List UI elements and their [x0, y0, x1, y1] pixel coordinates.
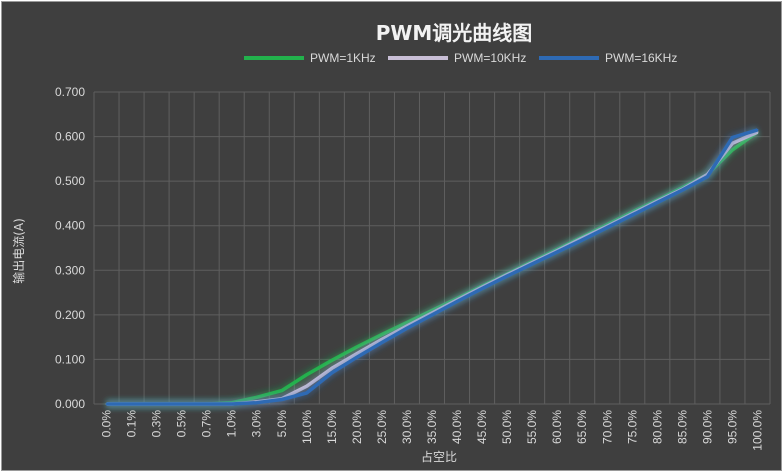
data-point — [405, 327, 408, 330]
x-tick-label: 45.0% — [475, 410, 489, 444]
data-point — [155, 403, 158, 405]
data-point — [130, 403, 133, 405]
y-tick-label: 0.300 — [55, 263, 85, 277]
data-point — [481, 287, 484, 290]
data-point — [255, 401, 258, 404]
x-axis-label: 占空比 — [421, 449, 457, 464]
y-tick-label: 0.000 — [55, 397, 85, 411]
y-axis-ticks: 0.000 0.100 0.200 0.300 0.400 0.500 0.600 0.700 — [55, 85, 85, 411]
legend-label: PWM=16KHz — [605, 51, 677, 65]
y-axis-label: 输出电流(A) — [11, 218, 26, 284]
data-point — [280, 389, 283, 392]
data-point — [731, 136, 734, 139]
x-tick-label: 0.3% — [150, 410, 164, 438]
x-tick-label: 75.0% — [625, 410, 639, 444]
data-point — [305, 391, 308, 394]
y-tick-label: 0.200 — [55, 308, 85, 322]
y-tick-label: 0.700 — [55, 85, 85, 99]
x-tick-label: 1.0% — [225, 410, 239, 438]
data-point — [205, 403, 208, 405]
x-tick-label: 10.0% — [300, 410, 314, 444]
series-glow — [106, 128, 760, 408]
x-tick-label: 90.0% — [700, 410, 714, 444]
data-point — [431, 313, 433, 316]
data-point — [581, 238, 584, 241]
y-tick-label: 0.100 — [55, 352, 85, 366]
x-tick-label: 55.0% — [525, 410, 539, 444]
legend: PWM=1KHz PWM=10KHz PWM=16KHz — [244, 51, 677, 65]
y-tick-label: 0.600 — [55, 130, 85, 144]
data-point — [756, 128, 759, 131]
y-tick-label: 0.400 — [55, 219, 85, 233]
legend-label: PWM=10KHz — [454, 51, 526, 65]
series-line — [106, 130, 759, 406]
x-tick-label: 35.0% — [425, 410, 439, 444]
data-point — [305, 373, 308, 376]
x-tick-label: 65.0% — [575, 410, 589, 444]
data-point — [330, 371, 333, 374]
data-point — [105, 403, 108, 405]
x-tick-label: 3.0% — [250, 410, 264, 438]
data-point — [506, 275, 509, 278]
x-tick-label: 50.0% — [500, 410, 514, 444]
x-tick-label: 85.0% — [675, 410, 689, 444]
data-point — [180, 403, 183, 405]
series-layer — [105, 126, 760, 408]
series-line — [106, 128, 759, 406]
x-tick-label: 0.0% — [100, 410, 114, 438]
x-tick-label: 0.5% — [175, 410, 189, 438]
data-point — [531, 263, 534, 266]
data-point — [355, 345, 358, 348]
data-point — [606, 226, 609, 229]
data-point — [355, 356, 358, 359]
series-glow — [106, 126, 759, 408]
data-point — [456, 300, 459, 303]
data-point — [280, 398, 283, 401]
x-tick-label: 60.0% — [550, 410, 564, 444]
x-tick-label: 25.0% — [375, 410, 389, 444]
x-axis-ticks: 0.0% 0.1% 0.3% 0.5% 0.7% 1.0% 3.0% 5.0% 10.0% 15.… — [100, 410, 765, 451]
x-tick-label: 100.0% — [750, 410, 764, 451]
y-tick-label: 0.500 — [55, 174, 85, 188]
x-tick-label: 40.0% — [450, 410, 464, 444]
data-point — [656, 201, 659, 204]
x-tick-label: 80.0% — [650, 410, 664, 444]
data-point — [631, 214, 634, 217]
data-point — [706, 175, 709, 178]
x-tick-label: 5.0% — [275, 410, 289, 438]
data-point — [305, 385, 308, 388]
series-glow — [106, 128, 760, 408]
data-point — [380, 341, 383, 344]
data-point — [556, 251, 559, 254]
series-line — [106, 130, 759, 406]
x-tick-label: 30.0% — [400, 410, 414, 444]
chart-title: PWM调光曲线图 — [376, 21, 533, 45]
data-point — [681, 189, 684, 192]
x-tick-label: 95.0% — [725, 410, 739, 444]
x-tick-label: 20.0% — [350, 410, 364, 444]
legend-label: PWM=1KHz — [310, 51, 376, 65]
x-tick-label: 70.0% — [600, 410, 614, 444]
grid — [93, 91, 771, 405]
data-point — [330, 359, 333, 362]
x-tick-label: 15.0% — [325, 410, 339, 444]
x-tick-label: 0.7% — [200, 410, 214, 438]
x-tick-label: 0.1% — [125, 410, 139, 438]
data-point — [230, 403, 233, 405]
